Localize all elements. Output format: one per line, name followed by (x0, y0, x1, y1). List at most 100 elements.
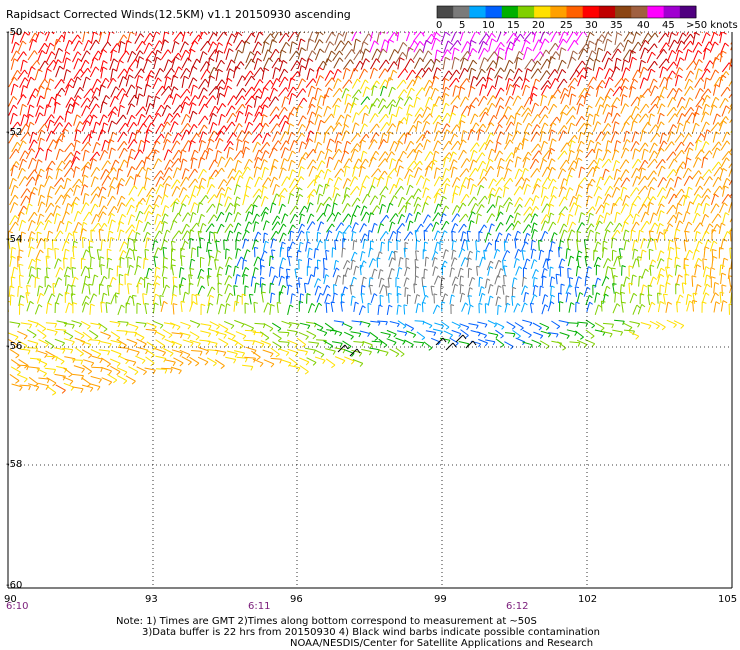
wind-barb (458, 67, 465, 80)
wind-barb-tick (44, 276, 50, 279)
wind-barb-tick (715, 203, 720, 208)
wind-barb-tick (237, 294, 242, 298)
wind-barb (36, 293, 41, 304)
wind-barb-tick (637, 158, 642, 163)
wind-barb-tick (645, 113, 649, 118)
wind-barb-tick (76, 184, 81, 189)
wind-barb-tick (251, 86, 256, 92)
wind-barb-tick (259, 122, 264, 128)
wind-barb (107, 106, 116, 117)
wind-barb-tick (381, 241, 385, 244)
wind-barb-tick (270, 255, 275, 258)
wind-barb (657, 165, 663, 177)
wind-barb-tick (249, 293, 254, 296)
wind-barb-tick (619, 196, 623, 201)
wind-barb-tick (193, 123, 198, 129)
wind-barb-tick (671, 24, 675, 27)
wind-barb (80, 266, 86, 277)
wind-barb-tick (40, 184, 45, 188)
wind-barb-tick (657, 95, 661, 101)
wind-barb-tick (275, 48, 280, 54)
wind-barb-tick (132, 294, 137, 297)
wind-barb (692, 157, 699, 168)
wind-barb (20, 195, 27, 206)
wind-barb-tick (315, 248, 319, 251)
wind-barb-tick (704, 111, 710, 116)
wind-barb (729, 217, 732, 223)
wind-barb (396, 165, 401, 177)
wind-barb (63, 266, 68, 278)
wind-barb (180, 49, 187, 61)
wind-barb (99, 101, 104, 114)
wind-barb-tick (147, 59, 152, 63)
wind-barb (604, 185, 611, 196)
wind-barb-tick (9, 285, 15, 289)
wind-barb (692, 42, 699, 53)
wind-barb-tick (325, 183, 330, 187)
wind-barb (389, 114, 393, 125)
wind-barb-tick (104, 25, 108, 28)
wind-barb (532, 51, 541, 62)
wind-barb (71, 202, 75, 214)
wind-barb-tick (672, 204, 677, 210)
wind-barb-tick (18, 285, 23, 289)
wind-barb-tick (373, 85, 378, 89)
wind-barb (466, 257, 470, 268)
wind-barb (380, 231, 387, 240)
wind-barb-tick (308, 58, 314, 62)
wind-barb-tick (653, 22, 657, 26)
wind-barb-tick (176, 112, 181, 118)
wind-barb (540, 140, 545, 152)
wind-barb-tick (230, 202, 234, 207)
wind-barb (171, 93, 177, 105)
wind-barb (692, 112, 696, 124)
wind-barb (298, 205, 305, 216)
wind-barb (37, 201, 43, 213)
wind-barb (26, 76, 32, 89)
wind-barb (603, 212, 608, 224)
wind-barb (233, 285, 236, 296)
wind-barb (632, 32, 637, 44)
wind-barb (440, 49, 448, 61)
wind-barb (720, 140, 728, 151)
wind-barb (620, 147, 627, 159)
wind-barb-tick (180, 247, 185, 250)
wind-barb-tick (194, 95, 199, 100)
wind-barb-tick (51, 26, 54, 30)
wind-barb (404, 132, 408, 144)
wind-barb-tick (366, 175, 370, 179)
wind-barb (424, 151, 431, 162)
wind-barb-tick (156, 49, 162, 54)
wind-barb (523, 206, 531, 216)
wind-barb (360, 233, 366, 243)
wind-barb-tick (229, 292, 234, 297)
wind-barb (378, 113, 387, 124)
wind-barb (496, 32, 502, 42)
wind-barb (153, 170, 162, 180)
wind-barb (610, 131, 616, 142)
wind-barb (531, 150, 540, 161)
wind-barb-tick (185, 113, 191, 118)
wind-barb-tick (597, 277, 601, 281)
wind-barb-tick (653, 212, 658, 216)
wind-barb (9, 215, 16, 226)
wind-barb (88, 267, 91, 279)
wind-barb-tick (95, 39, 100, 45)
wind-barb (560, 93, 566, 105)
wind-barb (324, 148, 329, 160)
wind-barb-tick (684, 240, 689, 242)
wind-barb (128, 58, 136, 69)
wind-barb-tick (128, 155, 134, 160)
wind-barb-tick (399, 97, 404, 101)
wind-barb (153, 282, 157, 294)
wind-barb (277, 106, 285, 118)
wind-barb (349, 68, 355, 80)
wind-barb (72, 150, 77, 162)
wind-barb (9, 113, 14, 125)
wind-barb (18, 159, 24, 171)
wind-barb (180, 240, 186, 252)
wind-barb-tick (716, 223, 721, 228)
wind-barb-tick (231, 105, 236, 110)
wind-barb-tick (241, 75, 247, 80)
wind-barb-tick (97, 186, 101, 191)
